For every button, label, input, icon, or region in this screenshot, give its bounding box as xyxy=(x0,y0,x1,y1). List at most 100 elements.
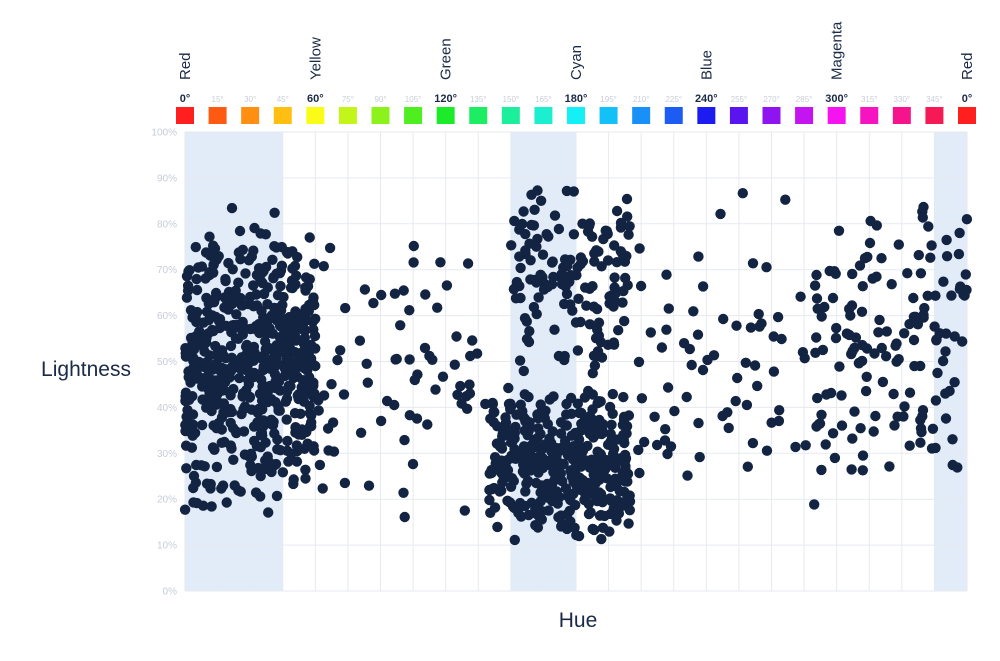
scatter-point xyxy=(282,435,293,447)
scatter-point xyxy=(593,428,604,439)
scatter-point xyxy=(244,392,255,403)
scatter-point xyxy=(747,437,759,449)
scatter-point xyxy=(213,251,224,262)
hue-swatch xyxy=(176,107,194,124)
scatter-point xyxy=(247,349,259,360)
scatter-point xyxy=(529,204,540,215)
scatter-point xyxy=(437,371,449,382)
scatter-point xyxy=(206,324,218,336)
scatter-point xyxy=(938,276,949,287)
scatter-point xyxy=(639,436,650,448)
scatter-point xyxy=(255,470,266,482)
scatter-point xyxy=(291,456,303,467)
scatter-point xyxy=(555,417,567,428)
scatter-point xyxy=(362,377,373,388)
scatter-point xyxy=(881,326,892,337)
scatter-point xyxy=(248,280,259,291)
scatter-point xyxy=(281,337,292,348)
scatter-point xyxy=(308,441,319,452)
scatter-point xyxy=(179,504,191,515)
scatter-point xyxy=(465,350,476,362)
hue-name-label: Yellow xyxy=(307,37,324,80)
hue-swatch xyxy=(795,107,814,124)
scatter-point xyxy=(220,275,231,287)
scatter-point xyxy=(570,317,582,328)
scatter-point xyxy=(915,437,926,448)
scatter-point xyxy=(888,388,899,400)
scatter-point xyxy=(693,417,704,429)
scatter-point xyxy=(221,497,232,508)
scatter-point xyxy=(521,333,533,345)
scatter-point xyxy=(184,345,196,357)
scatter-point xyxy=(849,342,860,353)
scatter-point xyxy=(462,258,474,269)
scatter-point xyxy=(589,248,600,259)
scatter-point xyxy=(604,526,615,537)
scatter-point xyxy=(509,534,520,546)
scatter-point xyxy=(579,392,591,403)
scatter-point xyxy=(615,217,627,229)
scatter-point xyxy=(617,419,629,431)
scatter-point xyxy=(571,270,582,281)
scatter-point xyxy=(954,227,965,239)
scatter-point xyxy=(293,429,304,440)
scatter-point xyxy=(264,355,275,367)
hue-name-label: Green xyxy=(438,38,455,80)
scatter-point xyxy=(268,271,279,283)
scatter-point xyxy=(211,423,222,434)
scatter-point xyxy=(226,202,238,214)
scatter-point xyxy=(200,247,212,258)
scatter-point xyxy=(607,408,618,419)
scatter-point xyxy=(662,382,674,393)
scatter-point xyxy=(532,522,544,533)
scatter-point xyxy=(389,288,401,299)
scatter-point xyxy=(206,405,217,417)
scatter-point xyxy=(214,313,226,325)
scatter-point xyxy=(593,317,605,328)
scatter-point xyxy=(187,429,198,441)
scatter-point xyxy=(585,507,596,518)
scatter-point xyxy=(583,220,595,232)
scatter-point xyxy=(484,494,495,506)
scatter-point xyxy=(515,262,526,274)
scatter-point xyxy=(299,316,310,327)
scatter-point xyxy=(557,518,568,530)
scatter-point xyxy=(391,353,402,365)
scatter-point xyxy=(737,188,748,199)
scatter-point xyxy=(596,352,608,363)
scatter-point xyxy=(504,497,516,508)
scatter-point xyxy=(620,460,631,472)
scatter-point xyxy=(827,428,839,439)
hue-name-label: Red xyxy=(177,52,194,80)
scatter-point xyxy=(511,409,522,420)
scatter-point xyxy=(587,281,598,292)
hue-swatch xyxy=(599,107,618,124)
scatter-point xyxy=(623,518,634,529)
hue-name-label: Blue xyxy=(698,50,715,80)
scatter-point xyxy=(913,249,924,261)
scatter-point xyxy=(540,439,551,450)
scatter-point xyxy=(891,338,902,349)
scatter-point xyxy=(233,333,244,344)
scatter-point xyxy=(669,405,680,417)
hue-degree-label: 165° xyxy=(535,95,552,104)
scatter-point xyxy=(820,439,831,450)
scatter-point xyxy=(533,292,544,303)
scatter-point xyxy=(288,474,299,485)
scatter-point xyxy=(812,392,823,404)
hue-degree-label: 225° xyxy=(665,95,682,104)
scatter-point xyxy=(926,240,937,251)
scatter-point xyxy=(573,293,584,304)
scatter-point xyxy=(449,359,460,370)
scatter-point xyxy=(290,306,301,317)
hue-name-label: Red xyxy=(959,52,976,80)
scatter-point xyxy=(732,372,743,384)
scatter-point xyxy=(234,372,245,384)
scatter-point xyxy=(824,265,835,277)
scatter-point xyxy=(588,301,600,312)
scatter-point xyxy=(543,505,554,516)
scatter-point xyxy=(864,237,876,249)
scatter-point xyxy=(543,231,554,242)
scatter-point xyxy=(181,463,192,474)
scatter-point xyxy=(355,427,367,438)
